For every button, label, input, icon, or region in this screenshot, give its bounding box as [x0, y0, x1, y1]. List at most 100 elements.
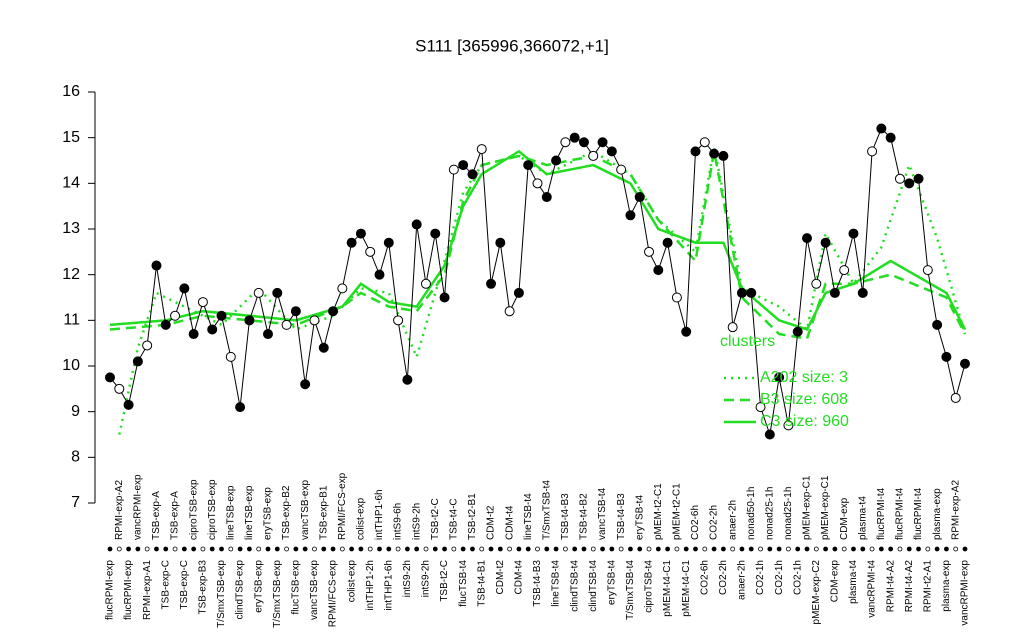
x-tick-label: TSB-t4-C [448, 498, 459, 540]
sample-point [802, 233, 813, 244]
sample-point [486, 278, 497, 289]
sample-point [411, 219, 422, 230]
sample-point [792, 326, 803, 337]
sample-point [634, 192, 645, 203]
sample-dot [312, 546, 317, 552]
x-tick-label: CDM-exp [839, 497, 850, 540]
sample-dot [247, 546, 252, 552]
sample-dot [442, 546, 447, 552]
x-tick-label: colist-exp [346, 560, 357, 603]
x-tick-label: nonad50-1h [746, 487, 757, 540]
sample-dot [135, 546, 141, 552]
x-tick-label: intTHP1-6h [374, 489, 385, 540]
sample-dot [581, 546, 587, 552]
sample-dot [116, 546, 122, 552]
sample-dot [126, 546, 131, 552]
x-tick-label: eryTSB-t4 [606, 560, 617, 605]
sample-dot [590, 546, 596, 552]
x-tick-label: clindTSB-t4 [569, 560, 580, 612]
x-tick-label: lineTSB-exp [225, 485, 236, 540]
x-tick-label: TSB-exp-B2 [281, 485, 292, 540]
sample-point [644, 246, 655, 257]
sample-dot [488, 546, 494, 552]
legend-label: B3 size: 608 [760, 391, 848, 408]
sample-point [420, 278, 431, 289]
x-tick-label: plasma-exp [941, 560, 952, 612]
sample-point [709, 148, 720, 159]
x-tick-label: RPMI/FCS-exp [337, 472, 348, 540]
x-tick-label: CO2-6h [699, 560, 710, 595]
sample-point [560, 137, 571, 148]
x-tick-label: CDM-t4 [504, 505, 515, 540]
sample-dot [600, 546, 605, 552]
x-tick-label: vancRPMI-t4 [867, 560, 878, 618]
x-tick-label: flucRPMI-t4 [913, 487, 924, 540]
x-tick-label: CO2-1h [792, 560, 803, 595]
x-tick-label: pMEM-exp-C2 [811, 560, 822, 625]
sample-dot [944, 546, 949, 552]
x-tick-label: ciproTSB-t4 [644, 560, 655, 613]
x-tick-label: plasma-t4 [848, 560, 859, 604]
x-tick-label: ciproTSB-exp [207, 479, 218, 540]
sample-point [950, 392, 961, 403]
x-tick-label: T/SmxTSB-exp [216, 560, 227, 628]
sample-dot [172, 546, 178, 552]
sample-point [625, 210, 636, 221]
sample-dot [284, 546, 289, 552]
sample-point [578, 137, 589, 148]
sample-point [188, 329, 199, 340]
sample-dot [804, 546, 810, 552]
x-tick-label: flucRPMI-exp [105, 560, 116, 620]
sample-dot [181, 546, 187, 552]
x-tick-label: vancTSB-exp [309, 560, 320, 620]
sample-dot [163, 546, 169, 552]
sample-point [523, 160, 534, 171]
sample-dot [377, 546, 382, 552]
sample-point [448, 164, 459, 175]
sample-dot [776, 546, 782, 552]
sample-point [495, 237, 506, 248]
sample-point [960, 358, 970, 369]
sample-dot [823, 546, 828, 552]
sample-dot [237, 546, 243, 552]
sample-dot [200, 546, 206, 552]
sample-point [616, 164, 627, 175]
sample-dot [730, 546, 736, 552]
sample-dot [869, 546, 875, 552]
sample-point [402, 374, 413, 385]
sample-point [374, 269, 385, 280]
sample-dot [553, 546, 559, 552]
y-tick-label: 9 [71, 403, 80, 420]
sample-point [513, 287, 524, 298]
x-tick-label: RPMI-t4-A2 [885, 560, 896, 613]
sample-dot [637, 546, 643, 552]
sample-point [867, 146, 878, 157]
sample-point [932, 319, 943, 330]
x-tick-label: TSB-exp-A [170, 491, 181, 540]
x-tick-label: CO2-2h [718, 560, 729, 595]
sample-dot [609, 546, 615, 552]
sample-dot [349, 546, 355, 552]
sample-dot [470, 546, 475, 552]
x-tick-label: anaer-2h [737, 560, 748, 600]
sample-point [476, 144, 487, 155]
cluster-line [109, 149, 967, 331]
sample-dot [274, 546, 280, 552]
x-tick-label: lineTSB-t4 [523, 493, 534, 540]
sample-point [885, 132, 896, 143]
sample-dot [916, 546, 921, 552]
x-tick-label: TSB-exp-B1 [318, 485, 329, 540]
x-tick-label: CO2-2h [709, 505, 720, 540]
sample-point [114, 383, 125, 394]
sample-point [253, 287, 264, 298]
sample-point [894, 173, 905, 184]
sample-point [588, 150, 599, 161]
x-tick-label: TSB-t2-C [439, 560, 450, 602]
x-tick-label: RPMI-t2-A1 [922, 560, 933, 613]
sample-dot [748, 546, 754, 552]
sample-dot [767, 546, 773, 552]
sample-point [244, 315, 255, 326]
sample-point [671, 292, 682, 303]
x-tick-label: plasma-exp [932, 488, 943, 540]
